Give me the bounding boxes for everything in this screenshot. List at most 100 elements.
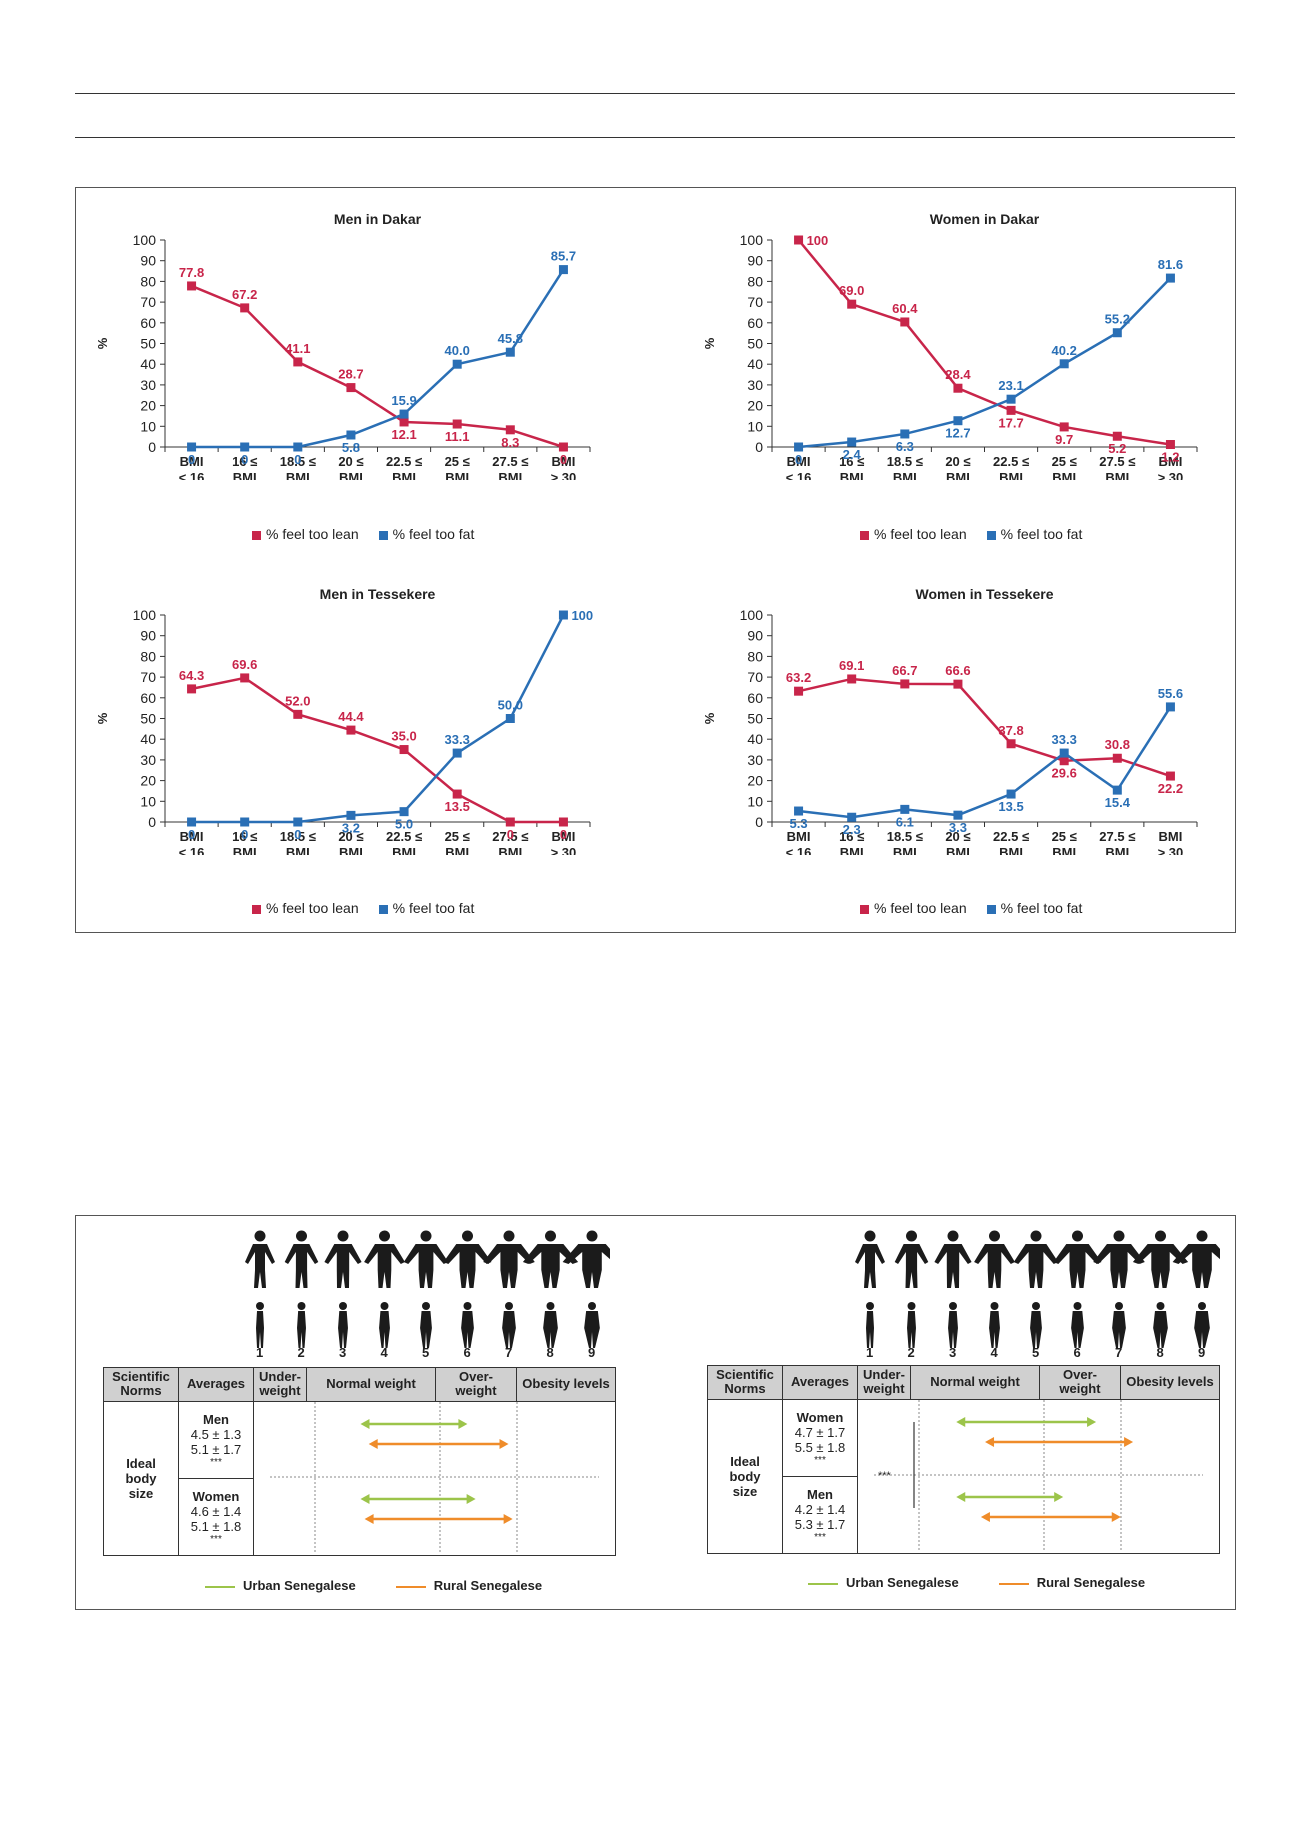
data-label: 33.3 — [445, 732, 470, 747]
x-tick-label-line: 16 ≤ — [839, 454, 864, 469]
front-silhouette-icon — [1013, 1230, 1059, 1288]
x-tick-label-line: BMI — [286, 470, 310, 480]
rural-arrow-head-left — [368, 1438, 378, 1449]
significance: *** — [814, 1531, 826, 1543]
scale-number: 9 — [588, 1345, 596, 1360]
urban-arrow-head-right — [1054, 1491, 1064, 1502]
head-shape — [380, 1302, 389, 1310]
x-tick-label-line: BMI — [1159, 454, 1183, 469]
chart-men-tessekere: Men in Tessekere% 0 10 20 30 40 50 60 70 80 90 100 B… — [95, 580, 615, 855]
x-tick-label-line: BMI — [840, 470, 864, 480]
x-tick-label-line: 27.5 ≤ — [1099, 454, 1135, 469]
urban-arrow-head-left — [360, 1493, 370, 1504]
y-tick-label: 90 — [140, 628, 156, 644]
rural-arrow-head-right — [1111, 1511, 1121, 1522]
x-tick-label-line: BMI — [392, 845, 416, 855]
x-tick-label: 18.5 ≤BMI< 20 — [280, 454, 316, 480]
header-rule-bottom — [75, 137, 1235, 138]
lean-square-icon — [860, 904, 869, 914]
side-silhouette-icon — [1153, 1302, 1168, 1348]
lean-square-icon — [860, 530, 869, 540]
y-tick-label: 90 — [140, 253, 156, 269]
front-silhouette-icon — [1172, 1230, 1220, 1288]
data-label: 100 — [571, 608, 593, 623]
data-label: 69.0 — [839, 283, 864, 298]
series-line — [798, 706, 1172, 819]
x-tick-label-line: BMI — [445, 845, 469, 855]
side-silhouette-icon — [907, 1302, 916, 1348]
data-label: 40.2 — [1052, 343, 1077, 358]
y-tick-label: 70 — [747, 294, 763, 310]
side-silhouette-icon — [461, 1302, 474, 1348]
y-tick-label: 90 — [747, 628, 763, 644]
data-label: 28.7 — [338, 367, 363, 382]
chart-men-dakar: Men in Dakar% 0 10 20 30 40 50 60 70 80 90 100 BMI < … — [95, 205, 615, 480]
data-label: 5.2 — [1108, 441, 1126, 456]
rural-arrow-head-left — [364, 1513, 374, 1524]
y-tick-label: 100 — [133, 607, 157, 623]
x-tick-label-line: 22.5 ≤ — [386, 454, 422, 469]
data-label: 55.2 — [1105, 312, 1130, 327]
x-tick-label-line: 27.5 ≤ — [492, 829, 528, 844]
x-tick-label-line: 16 ≤ — [232, 454, 257, 469]
data-label: 2.4 — [843, 447, 862, 462]
x-tick-label: 20 ≤BMI< 22.5 — [333, 454, 370, 480]
col-head: Obesity levels — [1120, 1365, 1220, 1400]
col-head: Scientific Norms — [103, 1367, 179, 1402]
head-shape — [990, 1302, 999, 1310]
x-tick-label-line: 27.5 ≤ — [1099, 829, 1135, 844]
body-shape — [1153, 1311, 1168, 1348]
group-name: Men — [807, 1486, 833, 1502]
data-label: 77.8 — [179, 265, 204, 280]
x-tick-label-line: BMI — [999, 845, 1023, 855]
silhouettes-right — [855, 1230, 1220, 1348]
front-silhouette-icon — [1093, 1230, 1145, 1288]
body-shape — [907, 1311, 916, 1348]
head-shape — [463, 1302, 472, 1310]
data-point — [1059, 756, 1069, 766]
body-shape — [256, 1311, 264, 1348]
legend-item-fat: % feel too fat — [986, 900, 1082, 916]
head-shape — [546, 1302, 555, 1310]
series-line — [191, 284, 564, 449]
col-head: Over-weight — [435, 1367, 517, 1402]
body-shape — [461, 1311, 474, 1348]
x-tick-label-line: BMI — [946, 845, 970, 855]
data-point — [187, 684, 197, 694]
side-silhouette-icon — [338, 1302, 348, 1348]
legend-label: Urban Senegalese — [846, 1575, 959, 1590]
legend-item-lean: % feel too lean — [860, 526, 967, 542]
data-label: 6.3 — [896, 439, 914, 454]
col-head: Averages — [782, 1365, 858, 1400]
data-point — [452, 748, 462, 758]
y-tick-label: 10 — [140, 418, 156, 434]
x-tick-label-line: < 16 — [179, 845, 205, 855]
legend-rural: Rural Senegalese — [395, 1578, 542, 1593]
y-tick-label: 20 — [747, 398, 763, 414]
front-silhouette-icon — [562, 1230, 610, 1288]
y-tick-label: 0 — [755, 814, 763, 830]
urban-mean: 4.7 ± 1.7 — [794, 1424, 846, 1440]
data-point — [293, 442, 303, 452]
scale-number: 2 — [907, 1345, 915, 1360]
x-tick-label-line: BMI — [893, 470, 917, 480]
x-tick-label: BMI < 16 — [179, 454, 205, 480]
body-shape — [1071, 1311, 1084, 1348]
y-tick-label: 0 — [755, 439, 763, 455]
body-shape — [1030, 1311, 1042, 1348]
chart-title: Women in Tessekere — [916, 586, 1054, 602]
data-point — [953, 679, 963, 689]
legend-label: Rural Senegalese — [1036, 1575, 1146, 1590]
x-tick-label-line: BMI — [339, 470, 363, 480]
head-shape — [906, 1230, 917, 1242]
head-shape — [1198, 1302, 1206, 1310]
x-tick-label: 20 ≤BMI< 22.5 — [940, 454, 977, 480]
chart-title: Women in Dakar — [930, 211, 1040, 227]
body-shape — [483, 1244, 535, 1288]
head-shape — [1030, 1230, 1042, 1242]
data-label: 6.1 — [896, 814, 914, 829]
x-tick-label-line: 22.5 ≤ — [386, 829, 422, 844]
y-tick-label: 60 — [747, 315, 763, 331]
data-label: 41.1 — [285, 341, 310, 356]
data-label: 64.3 — [179, 668, 204, 683]
